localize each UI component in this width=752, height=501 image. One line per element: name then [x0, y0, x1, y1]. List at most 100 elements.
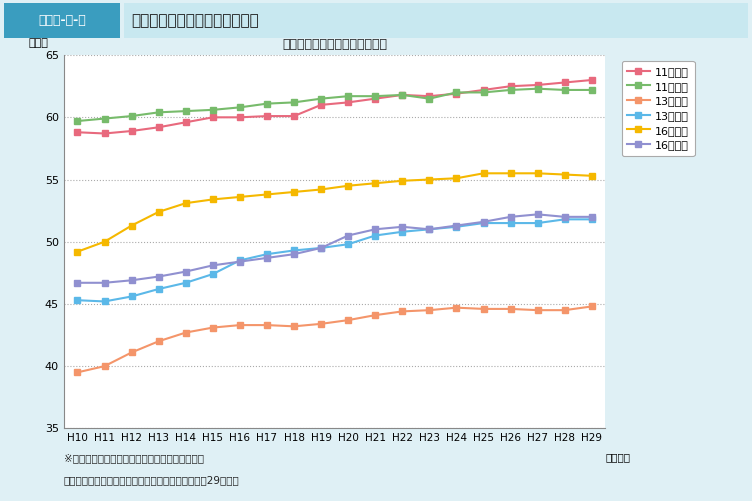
16歳女子 — [290, 251, 299, 257]
11歳男子 — [533, 82, 542, 88]
13歳女子 — [235, 258, 244, 264]
11歳女子 — [506, 87, 515, 93]
16歳女子 — [587, 214, 596, 220]
16歳女子 — [181, 269, 190, 275]
16歳男子 — [371, 180, 380, 186]
16歳男子 — [317, 186, 326, 192]
13歳男子 — [100, 363, 109, 369]
16歳男子 — [479, 170, 488, 176]
11歳男子 — [560, 80, 569, 86]
16歳女子 — [452, 222, 461, 228]
13歳女子 — [73, 297, 82, 303]
16歳男子 — [262, 191, 271, 197]
16歳男子 — [452, 175, 461, 181]
16歳女子 — [154, 274, 163, 280]
11歳女子 — [208, 107, 217, 113]
Line: 16歳男子: 16歳男子 — [74, 170, 595, 255]
16歳男子 — [290, 189, 299, 195]
13歳男子 — [208, 325, 217, 331]
Text: ※図は，３点移動平均法を用いて平滑化してある: ※図は，３点移動平均法を用いて平滑化してある — [64, 453, 204, 463]
16歳女子 — [317, 245, 326, 251]
13歳女子 — [533, 220, 542, 226]
11歳女子 — [371, 93, 380, 99]
16歳女子 — [344, 232, 353, 238]
11歳女子 — [317, 96, 326, 102]
13歳女子 — [452, 224, 461, 230]
11歳男子 — [587, 77, 596, 83]
11歳男子 — [235, 114, 244, 120]
11歳女子 — [181, 108, 190, 114]
16歳女子 — [479, 219, 488, 225]
16歳男子 — [506, 170, 515, 176]
13歳男子 — [398, 309, 407, 315]
Line: 13歳女子: 13歳女子 — [74, 216, 595, 305]
13歳女子 — [371, 232, 380, 238]
13歳男子 — [127, 350, 136, 356]
13歳男子 — [317, 321, 326, 327]
11歳男子 — [290, 113, 299, 119]
11歳男子 — [479, 87, 488, 93]
13歳女子 — [262, 251, 271, 257]
13歳女子 — [344, 241, 353, 247]
11歳女子 — [533, 86, 542, 92]
11歳男子 — [344, 99, 353, 105]
11歳女子 — [154, 109, 163, 115]
16歳女子 — [425, 226, 434, 232]
13歳男子 — [506, 306, 515, 312]
Text: 図表２-８-６: 図表２-８-６ — [38, 14, 86, 27]
FancyBboxPatch shape — [4, 4, 120, 38]
16歳女子 — [208, 263, 217, 269]
16歳女子 — [371, 226, 380, 232]
16歳男子 — [235, 194, 244, 200]
11歳女子 — [100, 116, 109, 122]
13歳男子 — [262, 322, 271, 328]
16歳男子 — [344, 183, 353, 189]
11歳男子 — [262, 113, 271, 119]
11歳男子 — [208, 114, 217, 120]
16歳男子 — [100, 239, 109, 245]
Line: 16歳女子: 16歳女子 — [74, 211, 595, 286]
11歳女子 — [452, 90, 461, 96]
13歳女子 — [425, 226, 434, 232]
Line: 11歳女子: 11歳女子 — [74, 86, 595, 124]
16歳男子 — [154, 209, 163, 215]
13歳女子 — [560, 216, 569, 222]
11歳女子 — [235, 104, 244, 110]
16歳男子 — [587, 173, 596, 179]
13歳男子 — [371, 312, 380, 318]
11歳男子 — [317, 102, 326, 108]
16歳男子 — [73, 248, 82, 255]
11歳女子 — [127, 113, 136, 119]
13歳女子 — [100, 299, 109, 305]
13歳女子 — [290, 247, 299, 254]
16歳女子 — [127, 277, 136, 283]
16歳男子 — [127, 222, 136, 228]
16歳女子 — [262, 255, 271, 261]
Line: 11歳男子: 11歳男子 — [74, 77, 595, 137]
11歳男子 — [452, 91, 461, 97]
16歳女子 — [235, 259, 244, 265]
11歳男子 — [154, 124, 163, 130]
11歳男子 — [181, 119, 190, 125]
13歳女子 — [317, 245, 326, 251]
13歳男子 — [290, 323, 299, 329]
11歳女子 — [73, 118, 82, 124]
Text: （年度）: （年度） — [605, 452, 630, 462]
13歳男子 — [533, 307, 542, 313]
16歳女子 — [398, 224, 407, 230]
13歳女子 — [479, 220, 488, 226]
Line: 13歳男子: 13歳男子 — [74, 303, 595, 375]
Text: 新体力テスト合計点の年次推移: 新体力テスト合計点の年次推移 — [132, 13, 259, 28]
11歳女子 — [262, 101, 271, 107]
11歳男子 — [398, 92, 407, 98]
16歳男子 — [181, 200, 190, 206]
16歳男子 — [533, 170, 542, 176]
Text: （点）: （点） — [29, 38, 49, 48]
13歳男子 — [479, 306, 488, 312]
13歳男子 — [452, 305, 461, 311]
11歳男子 — [127, 128, 136, 134]
FancyBboxPatch shape — [124, 4, 748, 38]
11歳男子 — [425, 93, 434, 99]
13歳男子 — [154, 338, 163, 344]
11歳女子 — [344, 93, 353, 99]
